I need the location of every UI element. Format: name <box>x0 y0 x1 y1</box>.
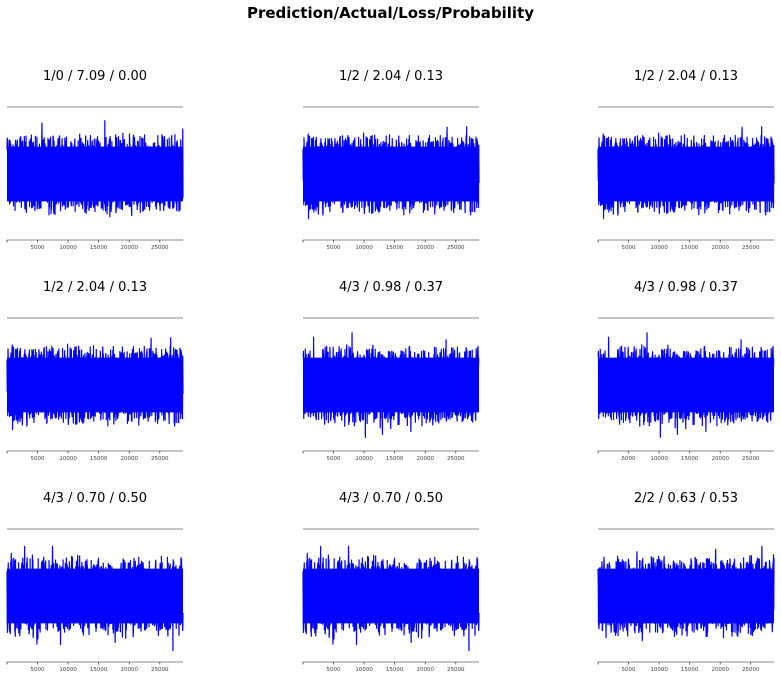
subplot-6: 4/3 / 0.98 / 0.37 5000 10000 15000 20000 250… <box>597 280 775 462</box>
waveform-plot: 5000 10000 15000 20000 25000 <box>597 528 775 673</box>
subplot-2: 1/2 / 2.04 / 0.13 5000 10000 15000 20000 250… <box>302 69 480 251</box>
x-tick-label: 20000 <box>416 245 434 251</box>
subplot-title: 4/3 / 0.98 / 0.37 <box>338 280 444 295</box>
waveform-plot: 5000 10000 15000 20000 25000 <box>6 106 184 251</box>
subplot-8: 4/3 / 0.70 / 0.50 5000 10000 15000 20000 250… <box>302 491 480 673</box>
waveform-plot: 5000 10000 15000 20000 25000 <box>302 317 480 462</box>
subplot-title: 1/2 / 2.04 / 0.13 <box>633 69 739 84</box>
subplot-1: 1/0 / 7.09 / 0.00 5000 10000 15000 20000 250… <box>6 69 184 251</box>
figure-title: Prediction/Actual/Loss/Probability <box>246 4 535 22</box>
x-tick-label: 10000 <box>355 456 373 462</box>
x-tick-label: 15000 <box>386 667 404 673</box>
waveform-plot: 5000 10000 15000 20000 25000 <box>302 528 480 673</box>
x-tick-label: 25000 <box>447 245 465 251</box>
signal-line <box>6 545 184 652</box>
x-tick-label: 20000 <box>711 667 729 673</box>
x-tick-label: 15000 <box>681 667 699 673</box>
signal-line <box>597 126 775 220</box>
subplot-title: 1/0 / 7.09 / 0.00 <box>42 69 148 84</box>
x-tick-label: 10000 <box>59 245 77 251</box>
x-tick-label: 20000 <box>416 456 434 462</box>
x-tick-label: 25000 <box>447 667 465 673</box>
x-tick-label: 10000 <box>355 667 373 673</box>
x-tick-label: 5000 <box>31 456 45 462</box>
x-tick-label: 10000 <box>59 456 77 462</box>
subplot-title: 4/3 / 0.70 / 0.50 <box>42 491 148 506</box>
x-tick-label: 20000 <box>711 245 729 251</box>
waveform-plot: 5000 10000 15000 20000 25000 <box>302 106 480 251</box>
subplot-9: 2/2 / 0.63 / 0.53 5000 10000 15000 20000 250… <box>597 491 775 673</box>
x-tick-label: 5000 <box>31 245 45 251</box>
signal-line <box>6 120 184 218</box>
x-tick-label: 5000 <box>327 245 341 251</box>
x-tick-label: 5000 <box>31 667 45 673</box>
x-tick-label: 25000 <box>151 456 169 462</box>
x-tick-label: 20000 <box>120 667 138 673</box>
x-tick-label: 5000 <box>327 667 341 673</box>
signal-line <box>302 545 480 652</box>
subplot-4: 1/2 / 2.04 / 0.13 5000 10000 15000 20000 250… <box>6 280 184 462</box>
x-tick-label: 5000 <box>622 667 636 673</box>
x-tick-label: 10000 <box>59 667 77 673</box>
x-tick-label: 15000 <box>681 245 699 251</box>
x-tick-label: 15000 <box>681 456 699 462</box>
waveform-plot: 5000 10000 15000 20000 25000 <box>6 317 184 462</box>
x-tick-label: 25000 <box>151 245 169 251</box>
subplot-7: 4/3 / 0.70 / 0.50 5000 10000 15000 20000 250… <box>6 491 184 673</box>
x-tick-label: 20000 <box>120 245 138 251</box>
x-tick-label: 25000 <box>742 667 760 673</box>
x-tick-label: 15000 <box>386 245 404 251</box>
x-tick-label: 25000 <box>742 245 760 251</box>
x-tick-label: 5000 <box>327 456 341 462</box>
x-tick-label: 20000 <box>711 456 729 462</box>
x-tick-label: 20000 <box>416 667 434 673</box>
x-tick-label: 10000 <box>650 456 668 462</box>
x-tick-label: 10000 <box>650 667 668 673</box>
waveform-plot: 5000 10000 15000 20000 25000 <box>597 317 775 462</box>
subplot-title: 2/2 / 0.63 / 0.53 <box>633 491 739 506</box>
x-tick-label: 15000 <box>386 456 404 462</box>
signal-line <box>597 545 775 642</box>
x-tick-label: 25000 <box>151 667 169 673</box>
subplot-title: 4/3 / 0.98 / 0.37 <box>633 280 739 295</box>
x-tick-label: 10000 <box>650 245 668 251</box>
x-tick-label: 25000 <box>447 456 465 462</box>
waveform-plot: 5000 10000 15000 20000 25000 <box>6 528 184 673</box>
x-tick-label: 15000 <box>90 245 108 251</box>
x-tick-label: 10000 <box>355 245 373 251</box>
subplot-title: 1/2 / 2.04 / 0.13 <box>42 280 148 295</box>
waveform-plot: 5000 10000 15000 20000 25000 <box>597 106 775 251</box>
subplot-5: 4/3 / 0.98 / 0.37 5000 10000 15000 20000 250… <box>302 280 480 462</box>
signal-line <box>302 332 480 438</box>
subplot-3: 1/2 / 2.04 / 0.13 5000 10000 15000 20000 250… <box>597 69 775 251</box>
subplot-title: 1/2 / 2.04 / 0.13 <box>338 69 444 84</box>
x-tick-label: 15000 <box>90 667 108 673</box>
x-tick-label: 5000 <box>622 245 636 251</box>
x-tick-label: 20000 <box>120 456 138 462</box>
x-tick-label: 5000 <box>622 456 636 462</box>
x-tick-label: 15000 <box>90 456 108 462</box>
signal-line <box>302 126 480 220</box>
subplot-title: 4/3 / 0.70 / 0.50 <box>338 491 444 506</box>
signal-line <box>6 337 184 431</box>
x-tick-label: 25000 <box>742 456 760 462</box>
signal-line <box>597 332 775 438</box>
